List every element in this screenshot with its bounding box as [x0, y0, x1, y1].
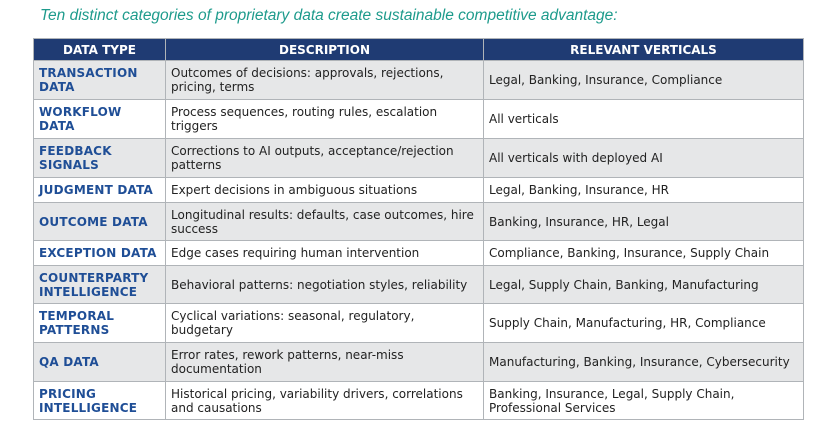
data-type-cell: TRANSACTION DATA [33, 60, 166, 100]
description-cell: Edge cases requiring human intervention [165, 240, 484, 266]
description-cell: Process sequences, routing rules, escala… [165, 99, 484, 139]
table-row: JUDGMENT DATA Expert decisions in ambiguo… [33, 177, 804, 203]
table-body: TRANSACTION DATA Outcomes of decisions: a… [33, 60, 804, 420]
verticals-cell: All verticals with deployed AI [483, 138, 804, 178]
data-type-cell: TEMPORAL PATTERNS [33, 303, 166, 343]
data-type-cell: WORKFLOW DATA [33, 99, 166, 139]
verticals-cell: All verticals [483, 99, 804, 139]
header-cell: RELEVANT VERTICALS [483, 38, 804, 61]
title: Ten distinct categories of proprietary d… [40, 7, 618, 24]
data-type-cell: EXCEPTION DATA [33, 240, 166, 266]
table-row: FEEDBACK SIGNALS Corrections to AI output… [33, 138, 804, 178]
description-cell: Error rates, rework patterns, near-miss … [165, 342, 484, 382]
table-row: PRICING INTELLIGENCE Historical pricing, … [33, 381, 804, 420]
description-cell: Longitudinal results: defaults, case out… [165, 202, 484, 241]
data-type-cell: FEEDBACK SIGNALS [33, 138, 166, 178]
verticals-cell: Manufacturing, Banking, Insurance, Cyber… [483, 342, 804, 382]
verticals-cell: Legal, Banking, Insurance, Compliance [483, 60, 804, 100]
table-row: OUTCOME DATA Longitudinal results: defaul… [33, 202, 804, 241]
description-cell: Expert decisions in ambiguous situations [165, 177, 484, 203]
verticals-cell: Banking, Insurance, Legal, Supply Chain,… [483, 381, 804, 420]
data-type-cell: PRICING INTELLIGENCE [33, 381, 166, 420]
verticals-cell: Legal, Banking, Insurance, HR [483, 177, 804, 203]
description-cell: Behavioral patterns: negotiation styles,… [165, 265, 484, 304]
description-cell: Corrections to AI outputs, acceptance/re… [165, 138, 484, 178]
header-row: DATA TYPE DESCRIPTION RELEVANT VERTICALS [33, 38, 804, 61]
table-row: QA DATA Error rates, rework patterns, nea… [33, 342, 804, 382]
description-cell: Outcomes of decisions: approvals, reject… [165, 60, 484, 100]
verticals-cell: Banking, Insurance, HR, Legal [483, 202, 804, 241]
table-row: EXCEPTION DATA Edge cases requiring human… [33, 240, 804, 266]
description-cell: Cyclical variations: seasonal, regulator… [165, 303, 484, 343]
table-row: TRANSACTION DATA Outcomes of decisions: a… [33, 60, 804, 100]
data-type-cell: OUTCOME DATA [33, 202, 166, 241]
data-table: DATA TYPE DESCRIPTION RELEVANT VERTICALS T… [33, 38, 804, 420]
table-row: WORKFLOW DATA Process sequences, routing … [33, 99, 804, 139]
table-row: TEMPORAL PATTERNS Cyclical variations: se… [33, 303, 804, 343]
data-type-cell: COUNTERPARTY INTELLIGENCE [33, 265, 166, 304]
description-cell: Historical pricing, variability drivers,… [165, 381, 484, 420]
verticals-cell: Supply Chain, Manufacturing, HR, Complia… [483, 303, 804, 343]
verticals-cell: Legal, Supply Chain, Banking, Manufactur… [483, 265, 804, 304]
data-type-cell: JUDGMENT DATA [33, 177, 166, 203]
header-cell: DATA TYPE [33, 38, 166, 61]
verticals-cell: Compliance, Banking, Insurance, Supply C… [483, 240, 804, 266]
data-type-cell: QA DATA [33, 342, 166, 382]
header-cell: DESCRIPTION [165, 38, 484, 61]
table-row: COUNTERPARTY INTELLIGENCE Behavioral patt… [33, 265, 804, 304]
